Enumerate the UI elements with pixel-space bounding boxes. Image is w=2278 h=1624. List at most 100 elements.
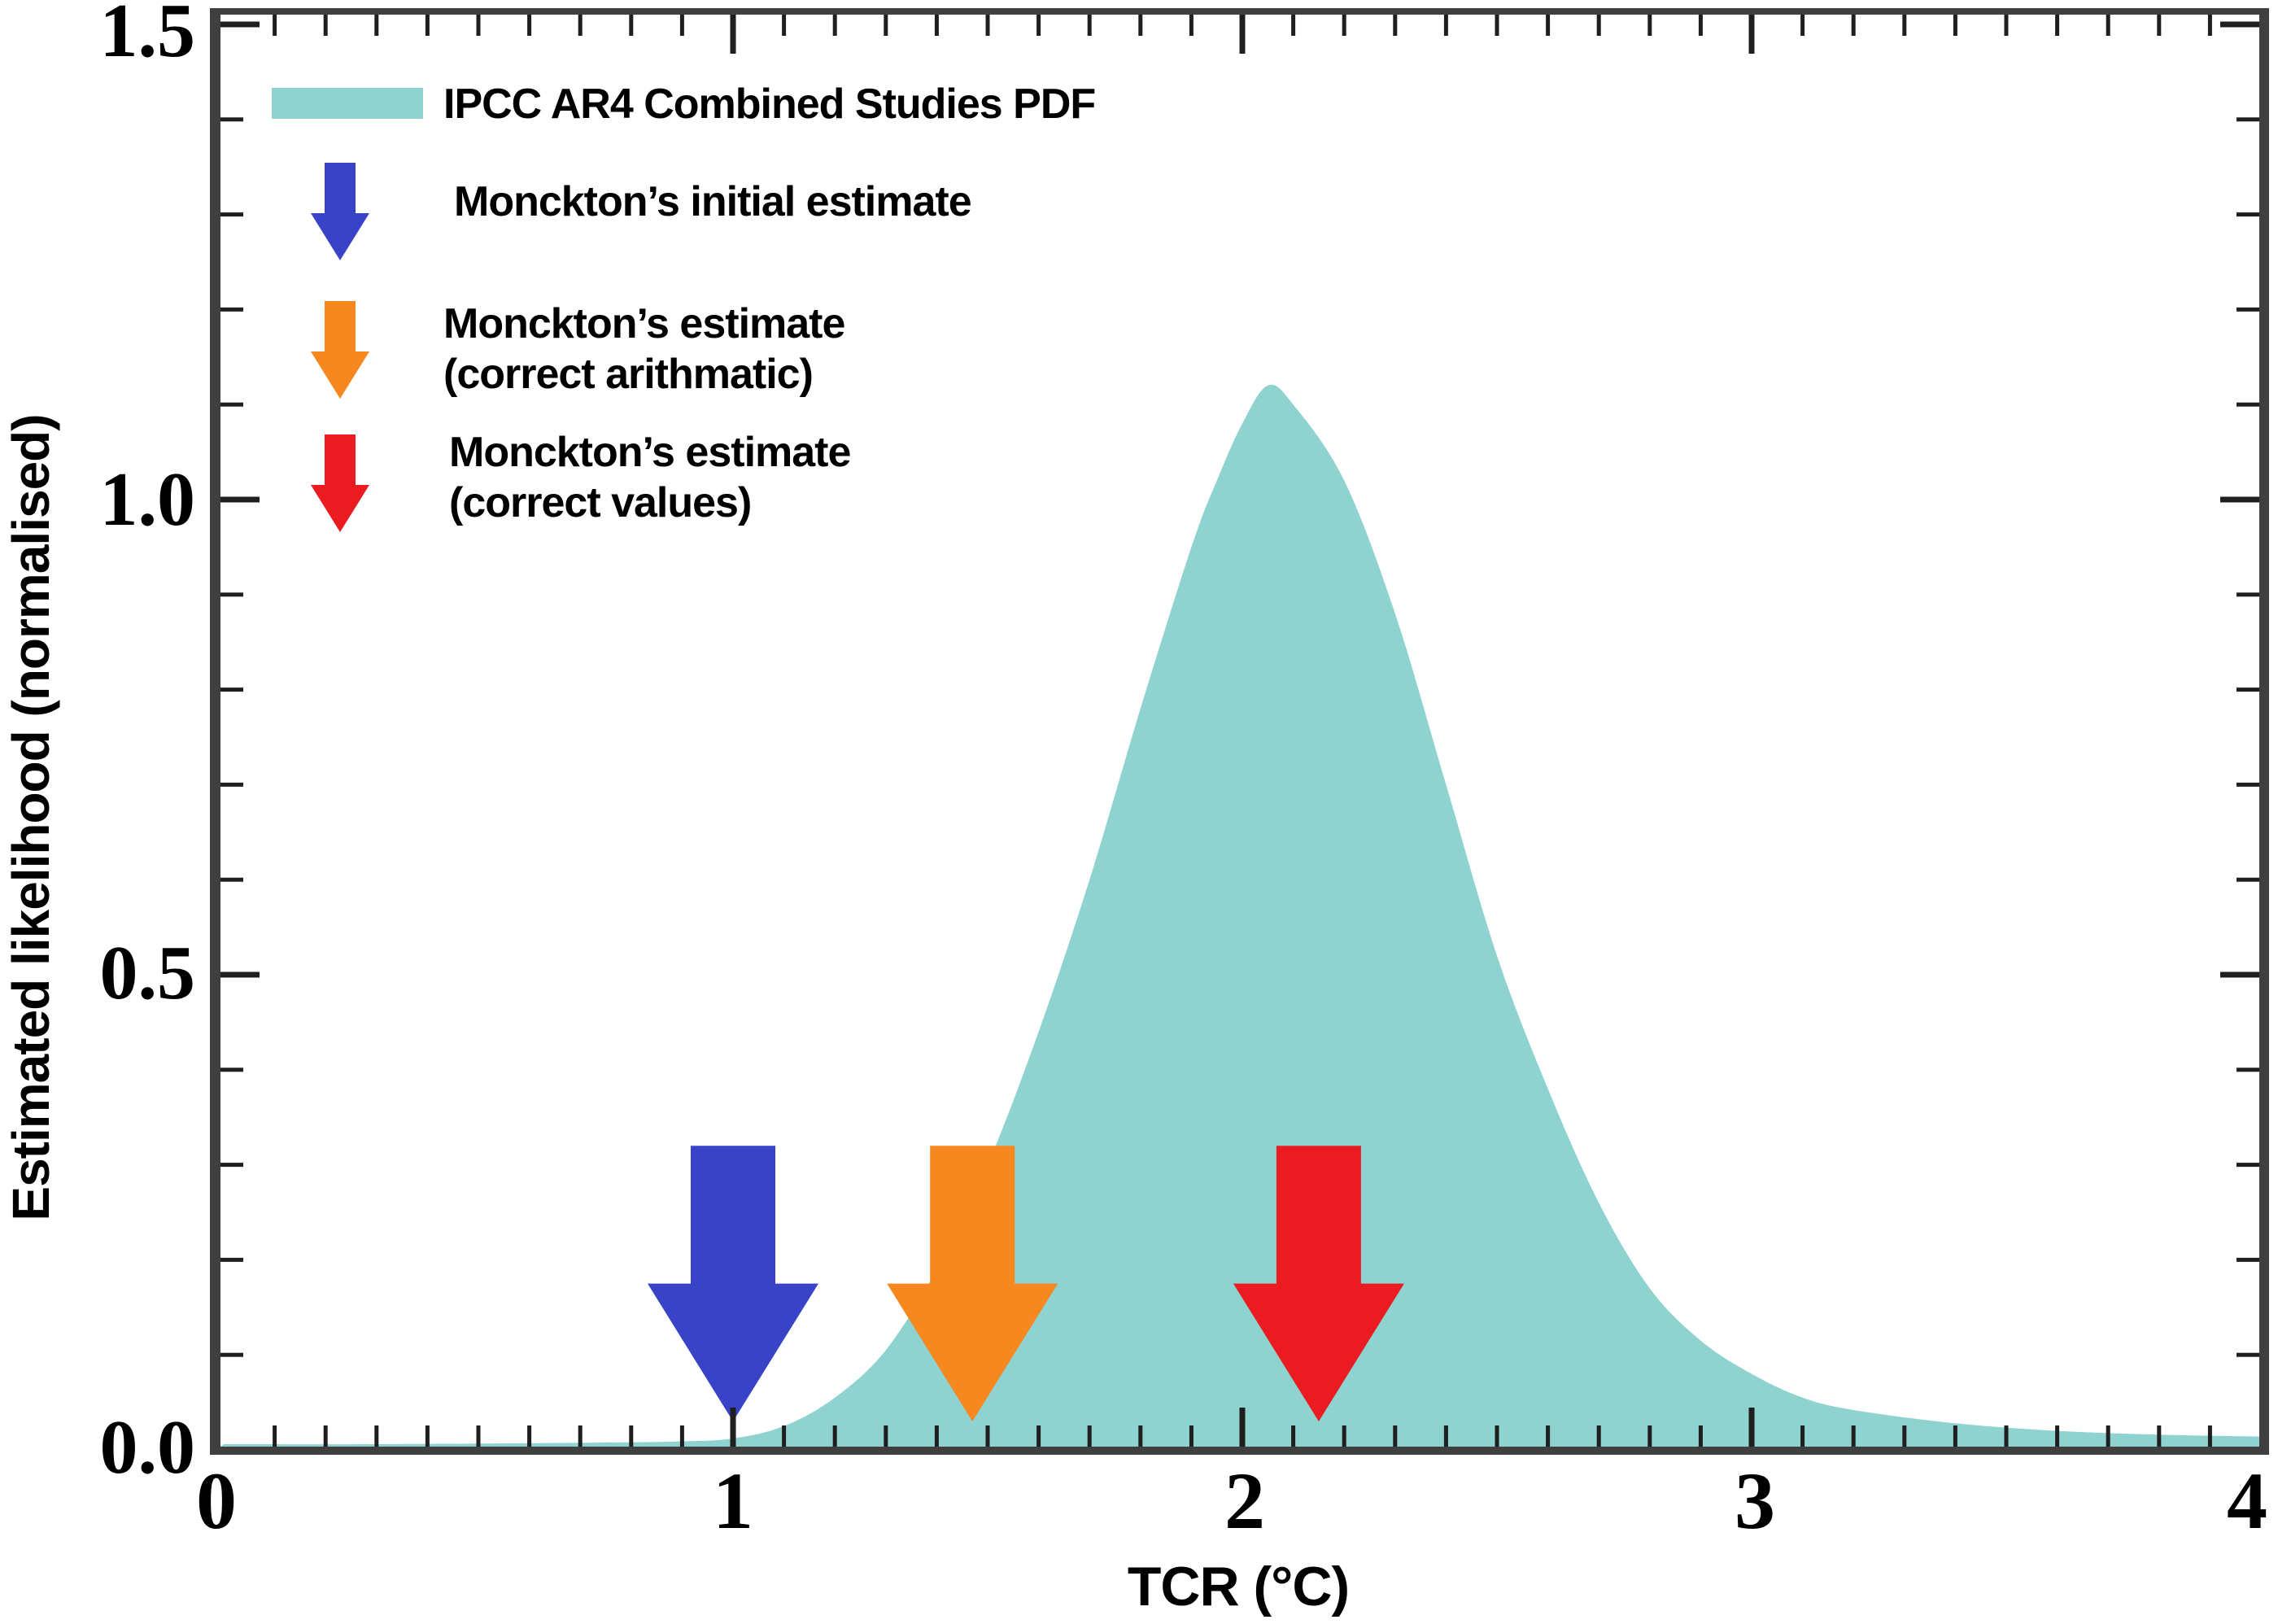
- x-minor-tick: [1902, 1425, 1907, 1447]
- x-minor-tick: [1698, 1425, 1703, 1447]
- x-minor-tick-top: [2207, 15, 2212, 36]
- x-major-tick: [1748, 1408, 1755, 1447]
- correct-arithmatic-arrow: [887, 1146, 1058, 1421]
- y-minor-tick: [220, 877, 243, 882]
- y-minor-tick-right: [2237, 877, 2259, 882]
- x-minor-tick-top: [1087, 15, 1092, 36]
- y-minor-tick: [220, 307, 243, 312]
- x-tick-label-2: 2: [1224, 1456, 1265, 1546]
- x-minor-tick-top: [1647, 15, 1652, 36]
- y-minor-tick-right: [2237, 117, 2259, 122]
- arrow-shaft: [325, 163, 356, 213]
- right-spine: [2259, 8, 2269, 1455]
- y-major-tick-right: [2220, 21, 2259, 28]
- y-minor-tick-right: [2237, 592, 2259, 597]
- x-minor-tick-top: [1800, 15, 1805, 36]
- legend-label-correct-values: Monckton’s estimate (correct values): [449, 427, 851, 528]
- x-minor-tick-top: [1189, 15, 1194, 36]
- x-tick-label-1: 1: [713, 1456, 753, 1546]
- legend-area-swatch-icon: [272, 88, 423, 119]
- y-minor-tick-right: [2237, 307, 2259, 312]
- x-minor-tick: [832, 1425, 837, 1447]
- x-minor-tick-top: [476, 15, 481, 36]
- x-tick-label-4: 4: [2227, 1456, 2267, 1546]
- y-minor-tick: [220, 782, 243, 787]
- x-minor-tick: [578, 1425, 583, 1447]
- x-minor-tick-top: [985, 15, 990, 36]
- y-minor-tick-right: [2237, 402, 2259, 407]
- x-minor-tick: [1443, 1425, 1448, 1447]
- x-minor-tick: [374, 1425, 379, 1447]
- x-minor-tick: [629, 1425, 634, 1447]
- x-axis-title: TCR (°C): [1127, 1556, 1350, 1617]
- arrow-shaft: [325, 434, 356, 485]
- y-tick-label-0p5: 0.5: [99, 931, 196, 1015]
- x-minor-tick: [934, 1425, 939, 1447]
- y-major-tick-right: [2220, 496, 2259, 503]
- x-minor-tick-top: [273, 15, 277, 36]
- legend-blue-down-arrow-icon: [311, 163, 369, 260]
- x-minor-tick: [323, 1425, 328, 1447]
- x-major-tick-top: [1748, 15, 1755, 54]
- y-minor-tick: [220, 688, 243, 692]
- y-minor-tick: [220, 1257, 243, 1262]
- x-minor-tick-top: [1596, 15, 1601, 36]
- arrow-head: [311, 213, 369, 260]
- x-minor-tick: [1138, 1425, 1143, 1447]
- x-minor-tick-top: [2106, 15, 2110, 36]
- y-minor-tick-right: [2237, 1067, 2259, 1072]
- legend-label-pdf: IPCC AR4 Combined Studies PDF: [443, 81, 1096, 128]
- y-minor-tick: [220, 1163, 243, 1168]
- x-minor-tick-top: [578, 15, 583, 36]
- x-minor-tick: [425, 1425, 430, 1447]
- x-minor-tick: [2004, 1425, 2009, 1447]
- y-minor-tick-right: [2237, 782, 2259, 787]
- legend-orange-down-arrow-icon: [311, 301, 369, 399]
- x-minor-tick-top: [425, 15, 430, 36]
- x-minor-tick-top: [679, 15, 684, 36]
- initial-estimate-arrow: [648, 1146, 818, 1421]
- legend-label-line: (correct arithmatic): [443, 351, 814, 398]
- x-minor-tick-top: [1036, 15, 1041, 36]
- arrow-shaft: [325, 301, 356, 351]
- x-minor-tick: [476, 1425, 481, 1447]
- y-tick-label-1p5: 1.5: [99, 0, 196, 73]
- x-major-tick-top: [730, 15, 736, 54]
- x-axis-title-text: TCR (°C): [1127, 1556, 1350, 1617]
- x-minor-tick: [1851, 1425, 1856, 1447]
- x-minor-tick-top: [1902, 15, 1907, 36]
- x-minor-tick-top: [832, 15, 837, 36]
- y-axis-title: Estimated likelihood (normalised): [2, 414, 60, 1221]
- correct-values-arrow: [1233, 1146, 1404, 1421]
- x-minor-tick: [782, 1425, 787, 1447]
- y-minor-tick: [220, 212, 243, 217]
- y-tick-label-0p0: 0.0: [99, 1405, 196, 1490]
- x-minor-tick: [1546, 1425, 1551, 1447]
- x-minor-tick: [679, 1425, 684, 1447]
- x-minor-tick-top: [629, 15, 634, 36]
- x-minor-tick-top: [2157, 15, 2162, 36]
- y-major-tick: [220, 21, 260, 28]
- x-major-tick: [1239, 1408, 1246, 1447]
- x-minor-tick-top: [374, 15, 379, 36]
- x-minor-tick: [527, 1425, 532, 1447]
- x-minor-tick: [2207, 1425, 2212, 1447]
- x-minor-tick-top: [2004, 15, 2009, 36]
- x-minor-tick: [1495, 1425, 1499, 1447]
- y-axis-spine: [210, 8, 220, 1455]
- legend-label-line: Monckton’s estimate: [449, 429, 851, 476]
- x-minor-tick-top: [1851, 15, 1856, 36]
- x-minor-tick: [273, 1425, 277, 1447]
- x-minor-tick: [1953, 1425, 1957, 1447]
- x-minor-tick-top: [1495, 15, 1499, 36]
- y-minor-tick: [220, 592, 243, 597]
- x-minor-tick-top: [782, 15, 787, 36]
- x-major-tick: [730, 1408, 736, 1447]
- x-minor-tick: [1036, 1425, 1041, 1447]
- arrow-head: [311, 485, 369, 532]
- x-minor-tick: [1800, 1425, 1805, 1447]
- x-minor-tick-top: [1546, 15, 1551, 36]
- x-major-tick-top: [1239, 15, 1246, 54]
- legend-label-line: Monckton’s estimate: [443, 300, 845, 347]
- legend-label-correct-arithmatic: Monckton’s estimate (correct arithmatic): [443, 299, 845, 399]
